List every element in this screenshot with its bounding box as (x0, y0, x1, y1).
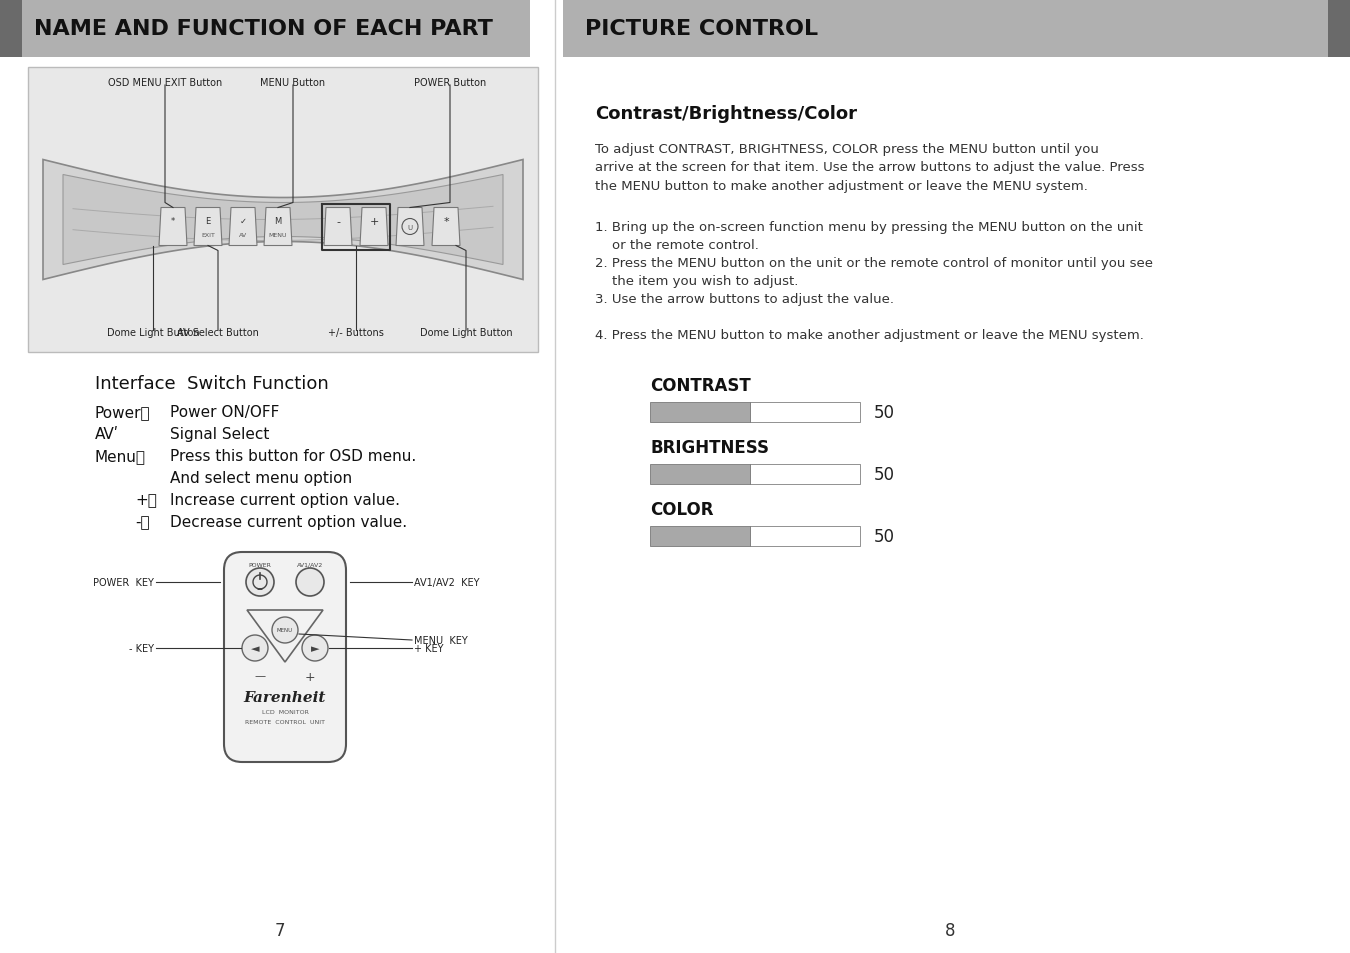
Text: 2. Press the MENU button on the unit or the remote control of monitor until you : 2. Press the MENU button on the unit or … (595, 256, 1153, 288)
Text: ◄: ◄ (251, 643, 259, 654)
Bar (751, 464, 860, 484)
Text: +: + (370, 216, 379, 227)
Circle shape (296, 568, 324, 597)
Text: Signal Select: Signal Select (170, 427, 270, 441)
Bar (28, 68, 539, 353)
Text: + KEY: + KEY (414, 643, 444, 654)
Text: AV1/AV2: AV1/AV2 (297, 562, 323, 567)
Text: E: E (205, 217, 211, 226)
Bar (1328, 0, 1350, 58)
Text: 50: 50 (873, 465, 895, 483)
Polygon shape (194, 209, 221, 246)
Text: +/- Buttons: +/- Buttons (328, 328, 383, 337)
Text: AV: AV (239, 233, 247, 238)
Circle shape (271, 618, 298, 643)
Text: —: — (254, 670, 266, 680)
Text: POWER Button: POWER Button (414, 78, 486, 88)
Bar (751, 402, 860, 422)
Text: POWER  KEY: POWER KEY (93, 578, 154, 587)
Polygon shape (63, 175, 504, 265)
Text: MENU Button: MENU Button (261, 78, 325, 88)
Bar (0, 0, 22, 58)
Text: 8: 8 (945, 921, 956, 939)
Text: MENU: MENU (269, 233, 288, 238)
Text: +: + (305, 670, 316, 683)
Text: And select menu option: And select menu option (170, 471, 352, 485)
Text: 1. Bring up the on-screen function menu by pressing the MENU button on the unit
: 1. Bring up the on-screen function menu … (595, 221, 1143, 252)
Bar (563, 0, 1350, 58)
Polygon shape (360, 209, 387, 246)
Text: Press this button for OSD menu.: Press this button for OSD menu. (170, 449, 416, 463)
Text: - KEY: - KEY (130, 643, 154, 654)
Text: +：: +： (135, 493, 157, 507)
Text: BRIGHTNESS: BRIGHTNESS (649, 438, 770, 456)
Polygon shape (159, 209, 188, 246)
Circle shape (242, 636, 269, 661)
Text: 50: 50 (873, 527, 895, 545)
Text: MENU: MENU (277, 628, 293, 633)
Text: Dome Light Button: Dome Light Button (107, 328, 200, 337)
Text: POWER: POWER (248, 562, 271, 567)
Text: Menu：: Menu： (95, 449, 146, 463)
Text: EXIT: EXIT (201, 233, 215, 238)
Circle shape (302, 636, 328, 661)
Polygon shape (324, 209, 352, 246)
Text: AV Select Button: AV Select Button (177, 328, 259, 337)
Text: MENU  KEY: MENU KEY (414, 636, 467, 645)
Text: To adjust CONTRAST, BRIGHTNESS, COLOR press the MENU button until you
arrive at : To adjust CONTRAST, BRIGHTNESS, COLOR pr… (595, 143, 1145, 193)
Text: Farenheit: Farenheit (244, 690, 327, 704)
Text: Interface  Switch Function: Interface Switch Function (95, 375, 329, 393)
Polygon shape (230, 209, 256, 246)
Polygon shape (265, 209, 292, 246)
Text: -: - (336, 216, 340, 227)
Text: PICTURE CONTROL: PICTURE CONTROL (585, 19, 818, 39)
FancyBboxPatch shape (224, 553, 346, 762)
Text: *: * (171, 217, 176, 226)
Bar (751, 526, 860, 546)
Text: ►: ► (310, 643, 319, 654)
Polygon shape (432, 209, 460, 246)
Text: 7: 7 (275, 921, 285, 939)
Polygon shape (43, 160, 522, 280)
Text: AVʹ: AVʹ (95, 427, 119, 441)
Text: 3. Use the arrow buttons to adjust the value.: 3. Use the arrow buttons to adjust the v… (595, 293, 894, 306)
Bar (649, 402, 751, 422)
Circle shape (246, 568, 274, 597)
Bar (649, 526, 751, 546)
Text: Power：: Power： (95, 405, 151, 419)
Text: Contrast/Brightness/Color: Contrast/Brightness/Color (595, 105, 857, 123)
Text: Increase current option value.: Increase current option value. (170, 493, 400, 507)
Text: 50: 50 (873, 403, 895, 421)
Polygon shape (396, 209, 424, 246)
Text: ✓: ✓ (239, 217, 247, 226)
Text: -：: -： (135, 515, 150, 530)
Text: 4. Press the MENU button to make another adjustment or leave the MENU system.: 4. Press the MENU button to make another… (595, 329, 1143, 341)
Circle shape (402, 219, 418, 235)
Bar (649, 464, 751, 484)
Bar (0, 0, 531, 58)
Text: REMOTE  CONTROL  UNIT: REMOTE CONTROL UNIT (244, 720, 325, 724)
Text: CONTRAST: CONTRAST (649, 376, 751, 395)
Text: COLOR: COLOR (649, 500, 714, 518)
Text: Power ON/OFF: Power ON/OFF (170, 405, 279, 419)
Text: U: U (408, 224, 413, 231)
Text: *: * (443, 216, 448, 227)
Text: LCD  MONITOR: LCD MONITOR (262, 710, 308, 715)
Text: Dome Light Button: Dome Light Button (420, 328, 512, 337)
Text: OSD MENU EXIT Button: OSD MENU EXIT Button (108, 78, 223, 88)
Text: Decrease current option value.: Decrease current option value. (170, 515, 408, 530)
Text: NAME AND FUNCTION OF EACH PART: NAME AND FUNCTION OF EACH PART (34, 19, 493, 39)
Text: M: M (274, 217, 282, 226)
Text: AV1/AV2  KEY: AV1/AV2 KEY (414, 578, 479, 587)
